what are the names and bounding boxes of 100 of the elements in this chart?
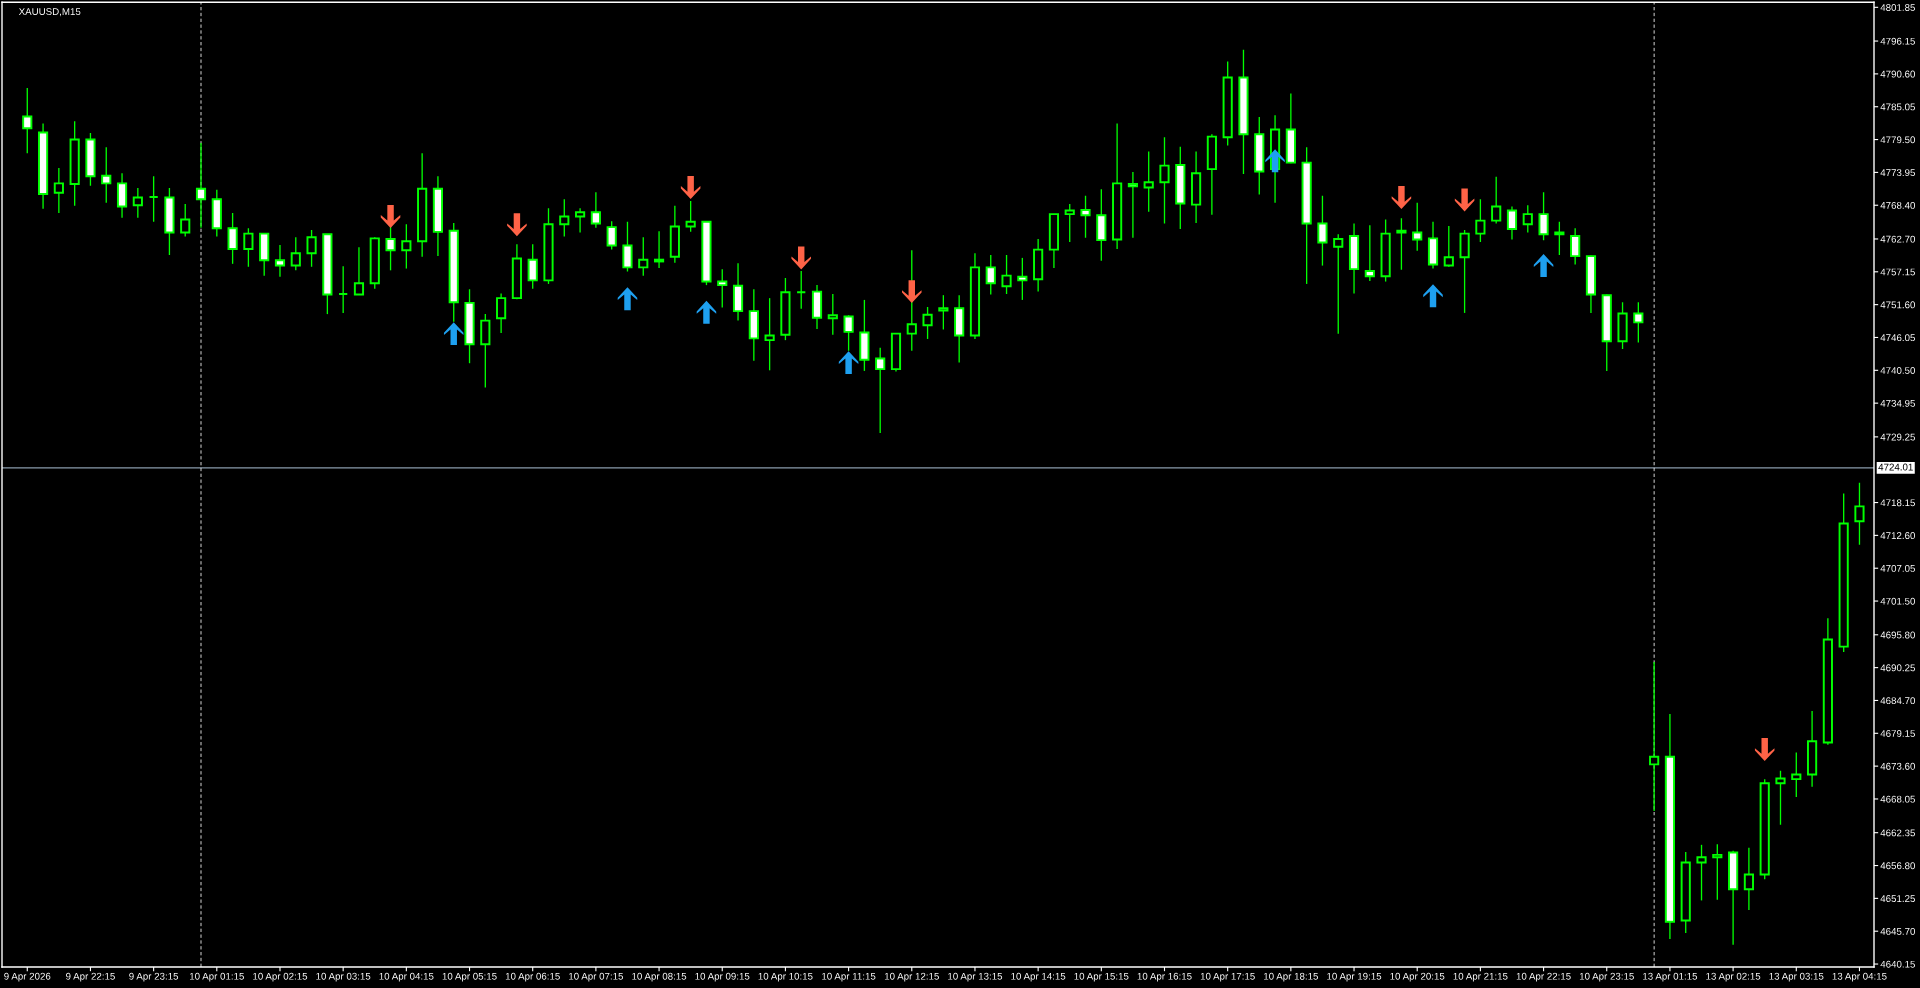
y-tick-label: 4757.15 [1880, 268, 1915, 276]
candlestick [1538, 191, 1549, 241]
y-tick-label: 4796.15 [1880, 37, 1915, 45]
x-tick-label: 10 Apr 07:15 [569, 972, 624, 982]
y-tick-label: 4662.35 [1880, 829, 1915, 837]
y-tick-label: 4729.25 [1880, 433, 1915, 441]
candlestick [401, 223, 412, 270]
x-tick-label: 10 Apr 03:15 [316, 972, 371, 982]
candlestick [1001, 254, 1012, 295]
y-tick-label: 4668.05 [1880, 795, 1915, 803]
x-tick-label: 10 Apr 15:15 [1074, 972, 1129, 982]
y-tick-label: 4651.25 [1880, 895, 1915, 902]
candlestick [875, 347, 886, 434]
y-tick-label: 4645.70 [1880, 927, 1916, 935]
candlestick [906, 249, 917, 352]
candlestick [764, 297, 775, 371]
x-tick-label: 10 Apr 16:15 [1137, 972, 1192, 982]
candlestick [527, 243, 538, 290]
point [1423, 284, 1443, 308]
point [680, 175, 701, 199]
candlestick [1522, 204, 1533, 234]
x-tick-label: 13 Apr 03:15 [1769, 972, 1824, 982]
candlestick [1854, 482, 1865, 546]
candlestick [227, 212, 238, 265]
x-tick-label: 10 Apr 10:15 [758, 972, 813, 982]
candlestick [1475, 198, 1486, 243]
x-tick-label: 9 Apr 2026 [4, 972, 51, 982]
x-tick-label: 10 Apr 21:15 [1453, 972, 1508, 982]
candlestick [1743, 847, 1754, 911]
x-tick-label: 10 Apr 17:15 [1200, 972, 1255, 982]
x-tick-label: 10 Apr 09:15 [695, 972, 750, 982]
x-tick-label: 10 Apr 11:15 [822, 972, 876, 982]
x-tick-label: 13 Apr 01:15 [1643, 972, 1698, 982]
x-tick-label: 10 Apr 01:15 [189, 972, 244, 982]
point [902, 280, 922, 304]
candlestick [685, 200, 696, 233]
candlestick [922, 306, 933, 340]
candlestick [1712, 843, 1723, 901]
x-tick-label: 10 Apr 18:15 [1264, 972, 1319, 982]
y-tick-label: 4740.50 [1880, 367, 1916, 374]
candlestick [827, 293, 838, 336]
y-tick-label: 4684.70 [1880, 697, 1916, 705]
candlestick [1506, 205, 1518, 241]
point [696, 300, 717, 324]
candlestick [116, 172, 128, 219]
y-tick-label: 4751.60 [1880, 301, 1916, 309]
candlestick [985, 254, 996, 296]
candlestick [1080, 195, 1091, 239]
candlestick [1064, 203, 1075, 243]
candlestick [559, 198, 570, 238]
candlestick [480, 313, 491, 389]
point [380, 204, 401, 228]
candlestick [1791, 751, 1802, 798]
point [617, 287, 638, 311]
candlestick [101, 146, 112, 204]
y-tick-label: 4790.60 [1880, 70, 1916, 78]
y-tick-label: 4656.80 [1880, 862, 1916, 870]
y-tick-label: 4734.95 [1880, 399, 1915, 407]
y-tick-label: 4762.70 [1880, 235, 1916, 243]
candlestick [353, 246, 365, 296]
x-tick-label: 10 Apr 23:15 [1579, 972, 1634, 982]
candlestick [53, 167, 64, 214]
y-tick-label: 4701.50 [1880, 597, 1916, 605]
y-tick-label: 4673.60 [1880, 762, 1916, 770]
candlestick [22, 87, 33, 154]
point [507, 213, 527, 237]
candlestick [1649, 661, 1660, 812]
candlestick [1364, 224, 1375, 282]
candlestick [1127, 171, 1138, 239]
point [1391, 186, 1412, 210]
x-tick-label: 10 Apr 13:15 [948, 972, 1003, 982]
x-tick-label: 10 Apr 12:15 [884, 972, 939, 982]
y-tick-label: 4785.05 [1880, 103, 1915, 111]
point [1265, 149, 1285, 173]
x-tick-label: 10 Apr 04:15 [379, 972, 434, 982]
y-tick-label: 4801.85 [1880, 4, 1915, 11]
candlestick [1775, 770, 1786, 826]
candlestick [385, 225, 396, 271]
candlestick [1333, 233, 1344, 335]
candlestick [306, 229, 317, 268]
x-tick-label: 10 Apr 19:15 [1327, 972, 1382, 982]
candlestick [575, 207, 586, 234]
point [791, 246, 811, 270]
candlestick [638, 236, 649, 277]
candlestick [274, 244, 286, 278]
point [443, 322, 464, 346]
x-tick-label: 10 Apr 05:15 [442, 972, 497, 982]
candlestick [622, 221, 633, 273]
candlestick [1317, 195, 1328, 267]
y-tick-label: 4746.05 [1880, 334, 1915, 342]
y-tick-label: 4640.15 [1880, 960, 1915, 968]
point [1754, 738, 1775, 762]
candlestick [1459, 229, 1470, 314]
point [1533, 254, 1554, 278]
y-tick-label: 4690.25 [1880, 664, 1915, 672]
x-tick-label: 13 Apr 04:15 [1832, 972, 1887, 982]
candlestick [1633, 301, 1644, 344]
x-tick-label: 10 Apr 02:15 [253, 972, 308, 982]
y-tick-label: 4707.05 [1880, 564, 1915, 572]
x-tick-label: 10 Apr 14:15 [1011, 972, 1066, 982]
